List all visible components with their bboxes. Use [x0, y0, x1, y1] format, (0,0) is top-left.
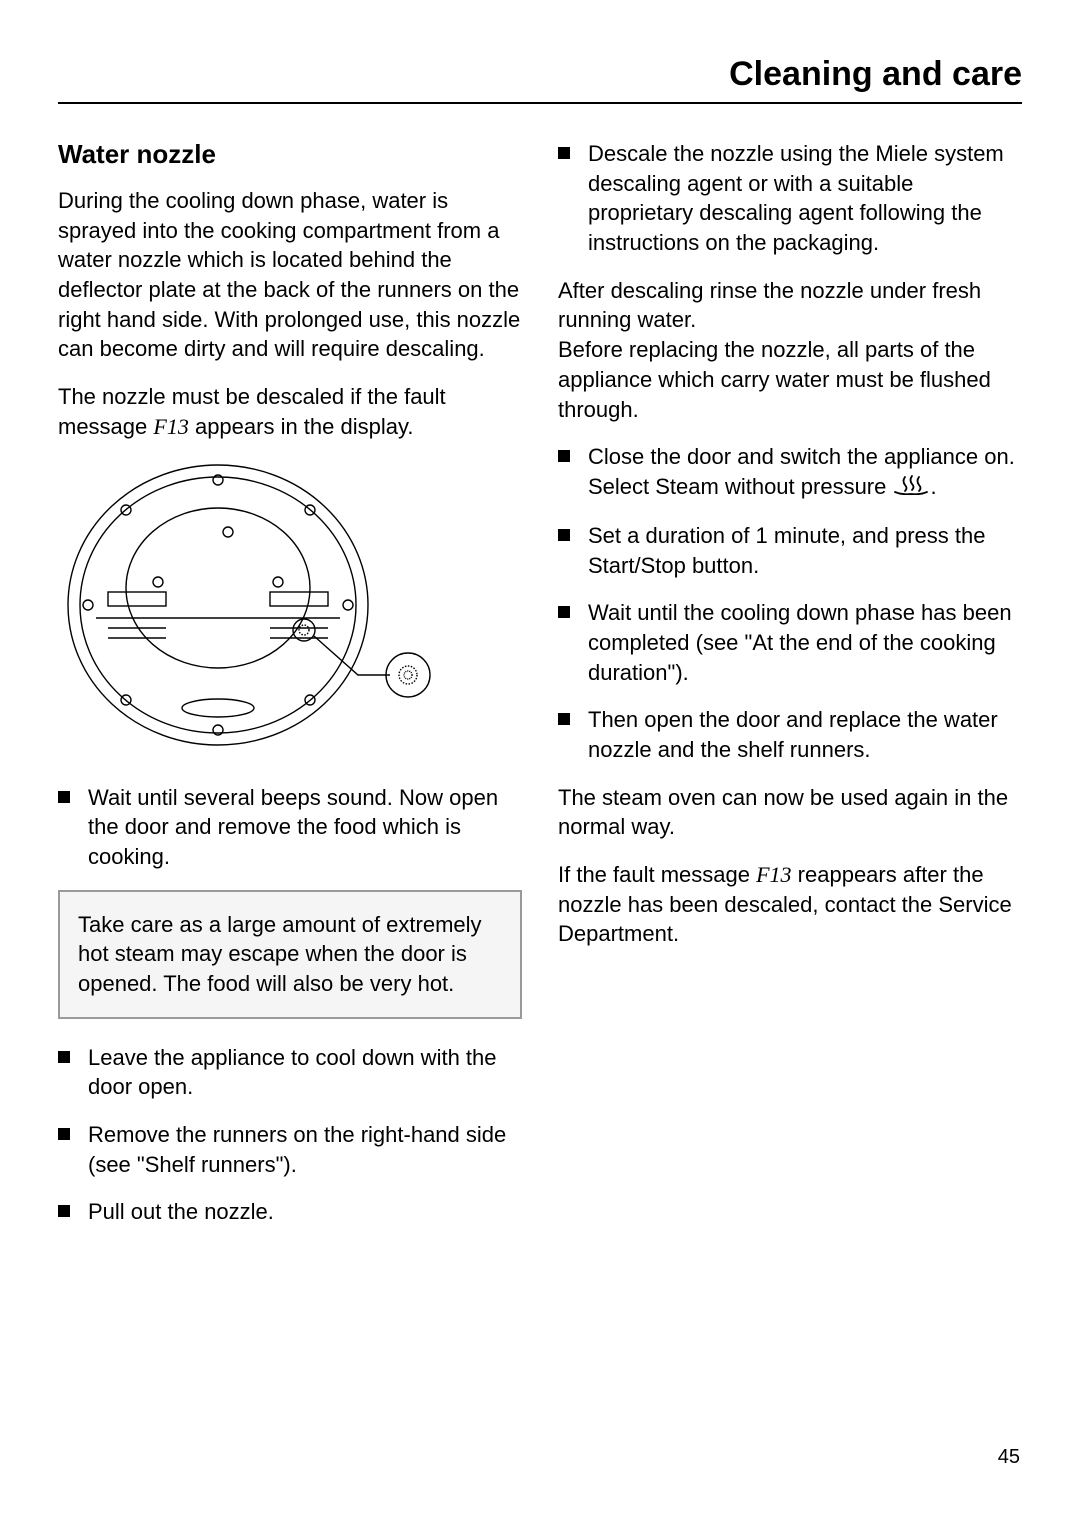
bullet-wait-cooling: Wait until the cooling down phase has be…	[558, 598, 1022, 687]
bullet-descale: Descale the nozzle using the Miele syste…	[558, 139, 1022, 258]
right-bullet-list-1: Descale the nozzle using the Miele syste…	[558, 139, 1022, 258]
fault-code-f13-repeat: F13	[756, 862, 791, 887]
intro-paragraph: During the cooling down phase, water is …	[58, 186, 522, 364]
bullet-remove-runners: Remove the runners on the right-hand sid…	[58, 1120, 522, 1179]
right-bullet-list-2: Close the door and switch the appliance …	[558, 442, 1022, 765]
bullet-close-door: Close the door and switch the appliance …	[558, 442, 1022, 503]
rinse-paragraph: After descaling rinse the nozzle under f…	[558, 276, 1022, 335]
nozzle-diagram-svg	[58, 460, 438, 750]
steam-without-pressure-icon	[892, 473, 930, 503]
fault-para-post: appears in the display.	[189, 414, 414, 439]
bullet-cool-down: Leave the appliance to cool down with th…	[58, 1043, 522, 1102]
bullet-close-door-pre: Close the door and switch the appliance …	[588, 444, 1015, 499]
fault-message-paragraph: The nozzle must be descaled if the fault…	[58, 382, 522, 441]
bullet-wait-beeps: Wait until several beeps sound. Now open…	[58, 783, 522, 872]
bullet-replace-nozzle: Then open the door and replace the water…	[558, 705, 1022, 764]
caution-box: Take care as a large amount of extremely…	[58, 890, 522, 1019]
page-number: 45	[998, 1446, 1020, 1469]
bullet-pull-nozzle: Pull out the nozzle.	[58, 1197, 522, 1227]
bullet-close-door-post: .	[930, 474, 936, 499]
section-title-water-nozzle: Water nozzle	[58, 139, 522, 170]
fault-reappears-paragraph: If the fault message F13 reappears after…	[558, 860, 1022, 949]
fault-code-f13: F13	[153, 414, 188, 439]
normal-use-paragraph: The steam oven can now be used again in …	[558, 783, 1022, 842]
bullet-set-duration: Set a duration of 1 minute, and press th…	[558, 521, 1022, 580]
left-column: Water nozzle During the cooling down pha…	[58, 139, 522, 1245]
fault-reappears-pre: If the fault message	[558, 862, 756, 887]
page-header-title: Cleaning and care	[58, 55, 1022, 104]
right-column: Descale the nozzle using the Miele syste…	[558, 139, 1022, 1245]
left-bullet-list-1: Wait until several beeps sound. Now open…	[58, 783, 522, 872]
flush-paragraph: Before replacing the nozzle, all parts o…	[558, 335, 1022, 424]
two-column-layout: Water nozzle During the cooling down pha…	[58, 139, 1022, 1245]
oven-interior-diagram	[58, 460, 522, 755]
left-bullet-list-2: Leave the appliance to cool down with th…	[58, 1043, 522, 1227]
